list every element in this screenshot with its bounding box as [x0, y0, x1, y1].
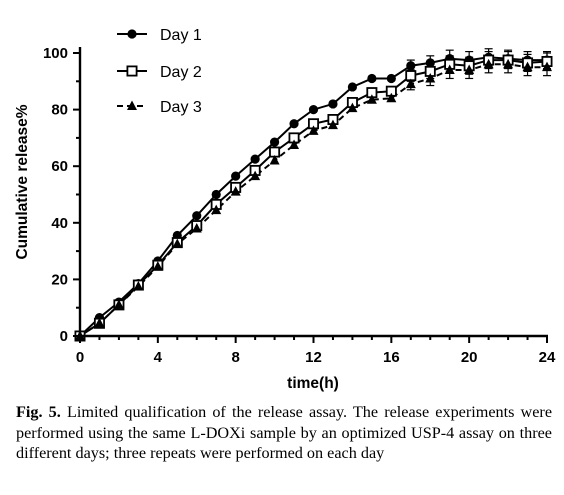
data-point [483, 58, 494, 69]
data-point [231, 171, 241, 181]
data-point [542, 61, 552, 72]
y-tick-label: 80 [51, 102, 68, 119]
data-point [366, 94, 377, 104]
data-point [113, 299, 124, 309]
data-point [503, 58, 514, 69]
data-point [230, 186, 241, 196]
data-point [192, 211, 202, 221]
data-point [328, 99, 338, 109]
x-tick-label: 12 [305, 349, 322, 366]
data-point [152, 261, 163, 271]
y-tick-label: 60 [51, 158, 68, 175]
data-point [250, 154, 260, 164]
data-point [444, 64, 455, 74]
data-point [211, 204, 222, 215]
y-tick-label: 0 [60, 328, 68, 345]
data-point [406, 61, 416, 71]
data-point [172, 238, 183, 249]
data-point [367, 73, 377, 84]
figure-label: Fig. 5. [16, 403, 61, 421]
y-axis-label: Cumulative release% [14, 104, 31, 259]
figure: 0 4 8 12 16 20 24 0 20 40 60 80 100 time(h) Cumulative… [14, 27, 556, 392]
data-point [289, 139, 300, 149]
data-point [386, 73, 396, 84]
data-point [269, 137, 280, 147]
y-tick-label: 20 [51, 271, 68, 288]
figure-caption: Fig. 5. Limited qualification of the rel… [16, 402, 552, 464]
data-point [308, 125, 319, 135]
data-point [211, 189, 221, 200]
legend-label-1: Day 1 [160, 27, 202, 44]
legend-label-2: Day 2 [160, 64, 202, 81]
caption-text: Limited qualification of the release ass… [16, 403, 553, 462]
x-tick-label: 0 [76, 349, 84, 366]
data-point [269, 155, 280, 165]
data-point [405, 78, 416, 89]
x-axis-label: time(h) [287, 375, 339, 392]
x-tick-label: 16 [383, 349, 400, 366]
legend-marker-2 [126, 65, 138, 77]
series-line-2 [79, 59, 548, 337]
x-tick-label: 4 [154, 349, 163, 366]
release-chart: 0 4 8 12 16 20 24 0 20 40 60 80 100 time(h) Cumulative… [14, 27, 556, 392]
y-tick-label: 40 [51, 215, 68, 232]
data-point [425, 72, 436, 83]
legend-label-3: Day 3 [160, 99, 202, 116]
legend-marker-1 [127, 29, 137, 39]
data-point [308, 105, 319, 115]
data-point [425, 58, 435, 68]
data-point [250, 170, 261, 181]
data-point [191, 222, 202, 233]
x-tick-label: 8 [231, 349, 239, 366]
x-tick-label: 20 [461, 349, 478, 366]
legend-marker-3 [127, 100, 137, 110]
data-point [347, 82, 358, 92]
data-point [327, 119, 338, 130]
series-line-1 [79, 56, 547, 337]
data-point [522, 61, 533, 72]
data-point [464, 64, 475, 74]
data-point [386, 92, 397, 103]
data-point [133, 280, 144, 291]
data-point [347, 102, 358, 113]
y-tick-label: 100 [43, 45, 68, 62]
data-point [289, 119, 299, 129]
data-point [94, 317, 105, 328]
x-tick-label: 24 [539, 349, 556, 366]
